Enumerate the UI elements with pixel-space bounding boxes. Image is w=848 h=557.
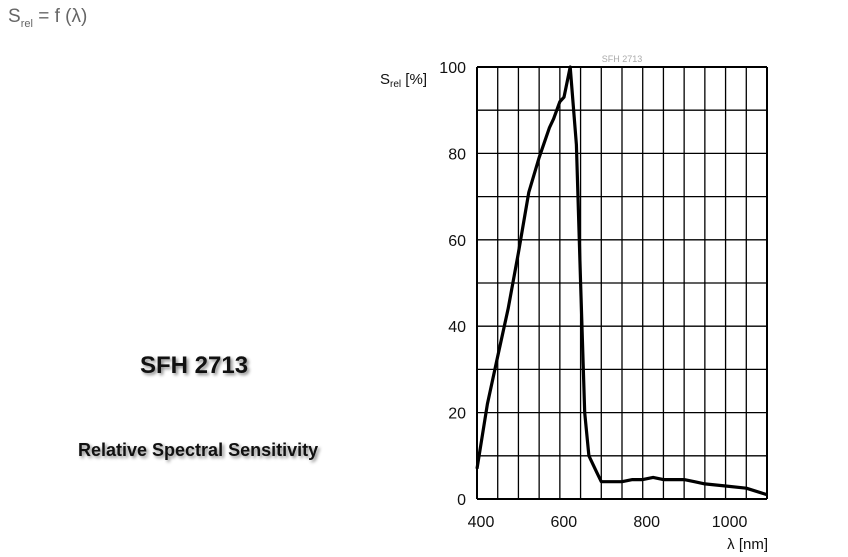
y-tick-label: 80 xyxy=(448,146,466,163)
y-tick-label: 100 xyxy=(439,60,466,77)
x-tick-label: 1000 xyxy=(712,514,748,531)
x-tick-label: 800 xyxy=(633,514,660,531)
y-tick-label: 60 xyxy=(448,233,466,250)
y-tick-label: 40 xyxy=(448,319,466,336)
product-name: SFH 2713 xyxy=(140,352,249,379)
x-tick-label: 400 xyxy=(468,514,495,531)
x-tick-label: 600 xyxy=(551,514,578,531)
chart-title: SFH 2713 xyxy=(602,54,643,64)
y-tick-label: 0 xyxy=(457,492,466,509)
y-axis-label: Srel [%] xyxy=(380,71,427,90)
chart-description: Relative Spectral Sensitivity xyxy=(78,440,319,460)
formula-label: Srel = f (λ) xyxy=(8,6,88,30)
x-axis-label: λ [nm] xyxy=(727,536,768,553)
y-tick-label: 20 xyxy=(448,406,466,423)
sensitivity-curve xyxy=(475,65,768,497)
